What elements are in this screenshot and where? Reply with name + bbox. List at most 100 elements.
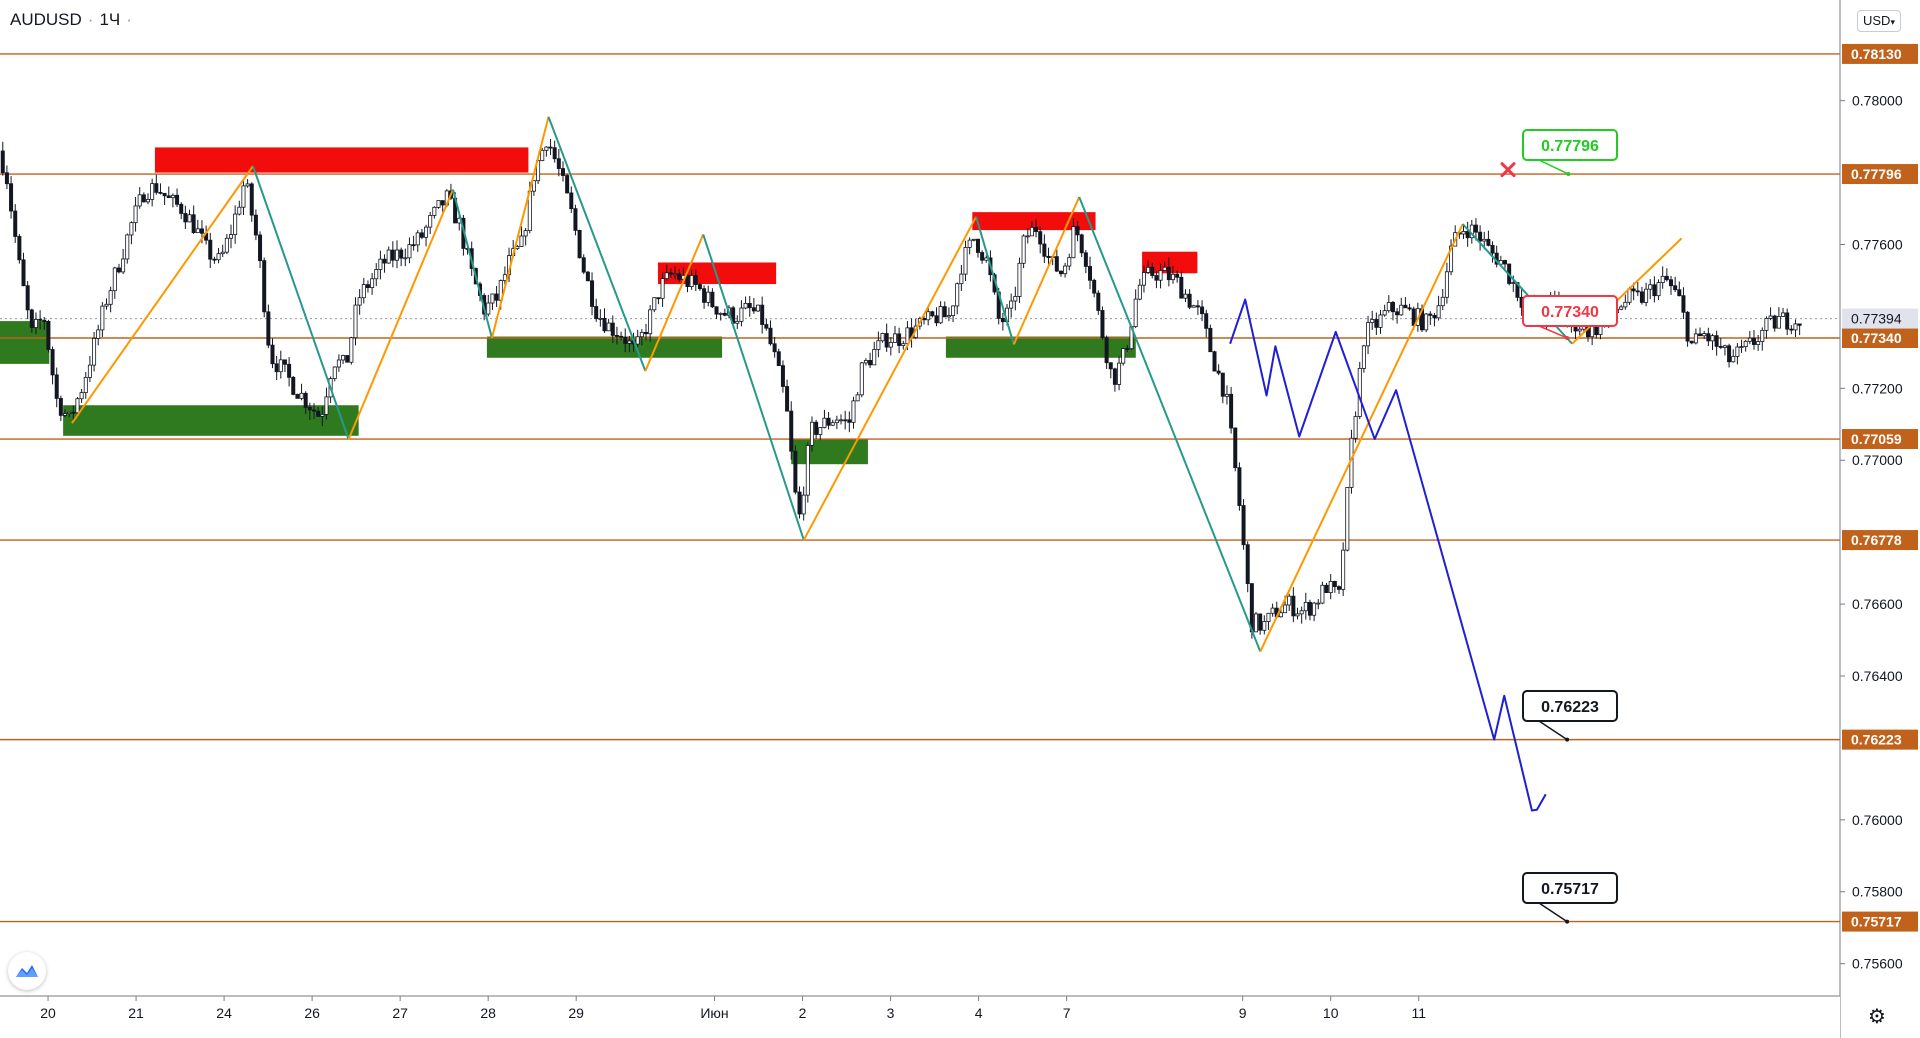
down-wave-segment[interactable]	[451, 189, 493, 339]
up-wave-segment[interactable]	[347, 189, 454, 440]
down-wave-segment[interactable]	[547, 116, 647, 372]
candle-body	[822, 417, 827, 428]
time-tick-label: 11	[1411, 1005, 1426, 1021]
time-axis[interactable]: 20 21 24 26 27 28 29 Июн 2 3 4 7 9 10 11	[0, 995, 1840, 1038]
gear-icon[interactable]: ⚙	[1868, 1006, 1886, 1028]
candle-body	[158, 191, 163, 194]
candle-body	[1756, 341, 1761, 345]
candle-body	[1390, 301, 1395, 313]
candle-body	[785, 386, 790, 412]
candle-body	[1017, 262, 1022, 297]
up-wave-segment[interactable]	[490, 116, 550, 339]
price-tick-label: 0.77600	[1852, 237, 1903, 253]
candle-body	[1324, 584, 1329, 593]
time-tick-label: 3	[887, 1005, 895, 1021]
currency-select[interactable]: USD▾	[1857, 10, 1901, 32]
candle-body	[121, 258, 126, 273]
candle-body	[332, 366, 337, 379]
candle-body	[1299, 610, 1304, 615]
candle-body	[884, 333, 889, 348]
forecast-path[interactable]	[1229, 298, 1547, 812]
candle-body	[146, 199, 151, 203]
candle-body	[1743, 340, 1748, 347]
price-callout[interactable]: 0.77796	[1522, 129, 1618, 177]
up-wave-segment[interactable]	[1571, 237, 1683, 345]
candle-body	[1731, 355, 1736, 363]
candle-body	[1287, 595, 1292, 606]
symbol-header[interactable]: AUDUSD · 1Ч ·	[10, 10, 138, 30]
level-price-badge	[1842, 429, 1918, 450]
candle-body	[1382, 310, 1387, 316]
candle-body	[424, 226, 429, 238]
candle-body	[253, 214, 258, 236]
up-wave-segment[interactable]	[802, 216, 977, 541]
candle-body	[490, 293, 495, 304]
candle-body	[1473, 224, 1478, 233]
callout-label: 0.77796	[1541, 138, 1599, 155]
candle-body	[262, 260, 267, 313]
down-wave-segment[interactable]	[252, 165, 350, 440]
candle-body	[677, 273, 682, 280]
down-wave-segment[interactable]	[975, 216, 1015, 345]
candle-body	[839, 419, 844, 422]
up-wave-segment[interactable]	[644, 234, 705, 372]
tradingview-logo-icon[interactable]	[8, 952, 46, 990]
level-price-label: 0.76778	[1851, 532, 1902, 548]
candle-body	[797, 491, 802, 515]
interval-label: 1Ч	[99, 10, 121, 29]
candle-body	[378, 258, 383, 270]
down-wave-segment[interactable]	[702, 234, 805, 541]
candle-body	[1262, 621, 1267, 631]
up-wave-segment[interactable]	[1012, 196, 1081, 345]
candle-body	[1644, 288, 1649, 303]
price-axis[interactable]: 0.78000 0.77600 0.77200 0.77000 0.76600 0.764…	[1839, 0, 1920, 1038]
price-callout[interactable]: 0.75717	[1522, 872, 1618, 924]
candle-body	[648, 309, 653, 335]
candle-body	[1075, 226, 1080, 236]
candle-body	[324, 396, 329, 415]
candle-body	[668, 272, 673, 275]
candle-body	[386, 249, 391, 264]
candle-body	[303, 392, 308, 408]
candle-body	[432, 206, 437, 216]
candle-body	[162, 192, 167, 197]
level-price-label: 0.76223	[1851, 732, 1902, 748]
candle-body	[905, 327, 910, 345]
candle-body	[403, 257, 408, 260]
candle-body	[141, 194, 146, 203]
candle-body	[1668, 279, 1673, 287]
price-tick-label: 0.78000	[1852, 93, 1903, 109]
candle-body	[585, 271, 590, 282]
candle-body	[697, 284, 702, 290]
candle-body	[1187, 293, 1192, 308]
candle-body	[29, 309, 34, 328]
price-callout[interactable]: 0.77340	[1522, 295, 1618, 340]
candle-body	[1399, 304, 1404, 316]
candle-body	[639, 331, 644, 338]
up-wave-segment[interactable]	[71, 165, 254, 424]
candle-body	[1328, 581, 1333, 593]
candle-body	[1482, 238, 1487, 242]
candle-body	[926, 311, 931, 321]
candle-body	[1374, 319, 1379, 328]
level-price-label: 0.77340	[1851, 330, 1902, 346]
candle-body	[38, 318, 43, 321]
candle-body	[971, 238, 976, 241]
waves-layer	[71, 116, 1683, 652]
candle-body	[17, 236, 22, 261]
candle-body	[1034, 226, 1039, 233]
down-wave-segment[interactable]	[1078, 196, 1137, 339]
down-wave-segment[interactable]	[1134, 337, 1262, 652]
candle-body	[486, 302, 491, 315]
candle-body	[87, 364, 92, 378]
candle-body	[1673, 285, 1678, 291]
candle-body	[1278, 612, 1283, 618]
price-callout[interactable]: 0.76223	[1522, 690, 1618, 742]
candle-body	[756, 304, 761, 312]
candle-body	[1058, 270, 1063, 275]
candle-body	[805, 445, 810, 496]
up-wave-segment[interactable]	[1259, 223, 1464, 652]
candle-body	[1295, 613, 1300, 617]
price-tick-label: 0.77200	[1852, 380, 1903, 396]
